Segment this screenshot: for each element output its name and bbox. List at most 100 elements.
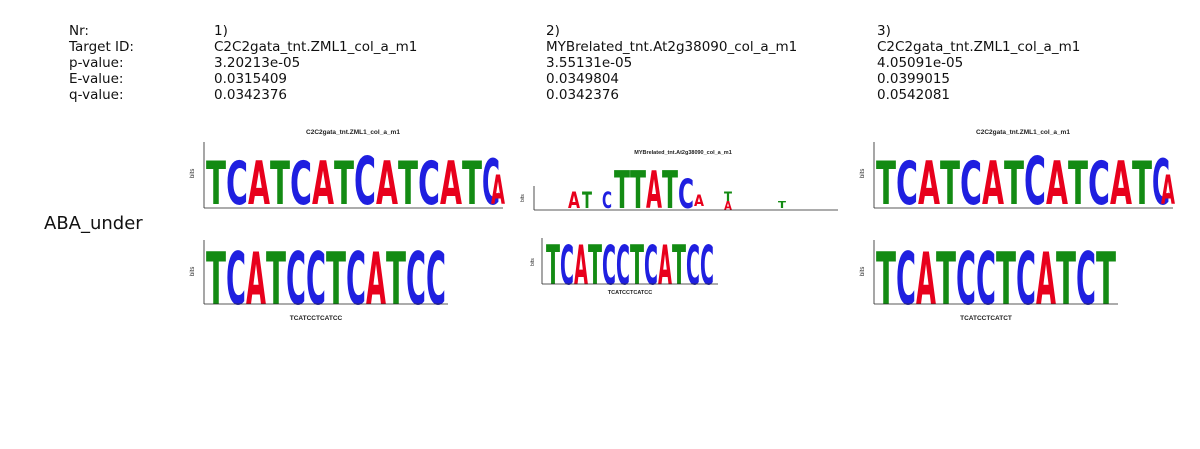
p-value-label: p-value: bbox=[69, 55, 134, 71]
svg-text:A: A bbox=[1161, 168, 1175, 214]
svg-text:T: T bbox=[996, 237, 1016, 321]
logo-letters: T C A T C C T C A T C T bbox=[876, 237, 1116, 321]
svg-text:A: A bbox=[1046, 149, 1068, 219]
svg-text:C: C bbox=[956, 237, 976, 321]
axis-label: bits bbox=[530, 258, 536, 266]
svg-text:C: C bbox=[1024, 143, 1046, 220]
svg-text:A: A bbox=[658, 234, 672, 297]
axis-label: bits bbox=[520, 194, 526, 202]
svg-text:T: T bbox=[936, 237, 956, 321]
svg-text:C: C bbox=[896, 237, 916, 321]
svg-text:C: C bbox=[226, 237, 246, 321]
target-id-label: Target ID: bbox=[69, 39, 134, 55]
match-target-id: MYBrelated_tnt.At2g38090_col_a_m1 bbox=[546, 39, 797, 55]
svg-text:T: T bbox=[630, 234, 644, 297]
svg-text:C: C bbox=[286, 237, 306, 321]
logo-title: C2C2gata_tnt.ZML1_col_a_m1 bbox=[306, 129, 400, 136]
match-e-value: 0.0315409 bbox=[214, 71, 417, 87]
logo-letters: T C A T C C T C A T C C bbox=[546, 234, 714, 297]
svg-text:T: T bbox=[1068, 149, 1088, 219]
svg-text:T: T bbox=[206, 149, 226, 219]
svg-text:A: A bbox=[246, 237, 266, 321]
logo-title: MYBrelated_tnt.At2g38090_col_a_m1 bbox=[634, 150, 732, 156]
svg-text:T: T bbox=[1096, 237, 1116, 321]
svg-text:T: T bbox=[876, 237, 896, 321]
match-nr: 1) bbox=[214, 23, 417, 39]
svg-text:C: C bbox=[290, 149, 312, 219]
match-p-value: 3.55131e-05 bbox=[546, 55, 797, 71]
svg-text:T: T bbox=[588, 234, 602, 297]
svg-text:A: A bbox=[574, 234, 588, 297]
logo-3-bottom: T C A T C C T C A T C T bits TCATCCTCATC… bbox=[868, 236, 1188, 326]
svg-text:A: A bbox=[982, 149, 1004, 219]
q-value-label: q-value: bbox=[69, 87, 134, 103]
svg-text:A: A bbox=[366, 237, 386, 321]
svg-text:C: C bbox=[1076, 237, 1096, 321]
logo-title: TCATCCTCATCT bbox=[960, 315, 1012, 322]
match-e-value: 0.0399015 bbox=[877, 71, 1080, 87]
svg-text:C: C bbox=[560, 234, 574, 297]
svg-text:A: A bbox=[694, 191, 704, 210]
svg-text:A: A bbox=[1110, 149, 1132, 219]
svg-text:T: T bbox=[398, 149, 418, 219]
svg-text:C: C bbox=[1088, 149, 1110, 219]
logo-letters: T C A T C C T C A T C C bbox=[206, 237, 446, 321]
svg-text:C: C bbox=[644, 234, 658, 297]
svg-text:C: C bbox=[678, 172, 694, 218]
svg-text:T: T bbox=[1132, 149, 1152, 219]
logo-2-bottom: T C A T C C T C A T C C bits TCATCCTCATC… bbox=[528, 234, 848, 298]
svg-text:T: T bbox=[326, 237, 346, 321]
svg-text:A: A bbox=[918, 149, 940, 219]
svg-text:A: A bbox=[916, 237, 936, 321]
logo-title: TCATCCTCATCC bbox=[608, 290, 652, 296]
svg-text:C: C bbox=[1016, 237, 1036, 321]
svg-text:T: T bbox=[778, 200, 786, 211]
match-q-value: 0.0342376 bbox=[546, 87, 797, 103]
svg-text:T: T bbox=[462, 149, 482, 219]
svg-text:C: C bbox=[700, 234, 714, 297]
svg-text:T: T bbox=[1004, 149, 1024, 219]
svg-text:C: C bbox=[406, 237, 426, 321]
svg-text:A: A bbox=[1036, 237, 1056, 321]
svg-text:T: T bbox=[630, 161, 646, 221]
svg-text:C: C bbox=[426, 237, 446, 321]
svg-text:A: A bbox=[646, 161, 662, 221]
match-q-value: 0.0342376 bbox=[214, 87, 417, 103]
svg-text:T: T bbox=[876, 149, 896, 219]
svg-text:C: C bbox=[602, 234, 616, 297]
match-column-3: 3) C2C2gata_tnt.ZML1_col_a_m1 4.05091e-0… bbox=[877, 23, 1080, 103]
match-target-id: C2C2gata_tnt.ZML1_col_a_m1 bbox=[877, 39, 1080, 55]
svg-text:C: C bbox=[896, 149, 918, 219]
svg-text:A: A bbox=[248, 149, 270, 219]
svg-text:C: C bbox=[418, 149, 440, 219]
svg-text:A: A bbox=[440, 149, 462, 219]
axis-label: bits bbox=[860, 169, 866, 178]
svg-text:A: A bbox=[491, 168, 505, 214]
match-q-value: 0.0542081 bbox=[877, 87, 1080, 103]
axis-label: bits bbox=[860, 267, 866, 276]
logo-letters: T C A T C A T C A T C A T C A bbox=[876, 143, 1175, 220]
match-p-value: 3.20213e-05 bbox=[214, 55, 417, 71]
axis-label: bits bbox=[190, 267, 196, 276]
logo-3-top: C2C2gata_tnt.ZML1_col_a_m1 T C A T C A T… bbox=[868, 126, 1178, 218]
svg-text:T: T bbox=[662, 161, 678, 221]
e-value-label: E-value: bbox=[69, 71, 134, 87]
logo-letters: A T C T T A T C A T A T bbox=[568, 161, 786, 221]
logo-1-bottom: T C A T C C T C A T C C bits TCATCCTCATC… bbox=[198, 236, 518, 326]
match-nr: 3) bbox=[877, 23, 1080, 39]
svg-text:C: C bbox=[976, 237, 996, 321]
svg-text:C: C bbox=[226, 149, 248, 219]
logo-title: C2C2gata_tnt.ZML1_col_a_m1 bbox=[976, 129, 1070, 136]
axis-label: bits bbox=[190, 169, 196, 178]
svg-text:C: C bbox=[306, 237, 326, 321]
svg-text:T: T bbox=[270, 149, 290, 219]
svg-text:T: T bbox=[940, 149, 960, 219]
match-column-1: 1) C2C2gata_tnt.ZML1_col_a_m1 3.20213e-0… bbox=[214, 23, 417, 103]
row-label: ABA_under bbox=[44, 213, 143, 234]
svg-text:C: C bbox=[346, 237, 366, 321]
svg-text:C: C bbox=[960, 149, 982, 219]
match-e-value: 0.0349804 bbox=[546, 71, 797, 87]
svg-text:A: A bbox=[312, 149, 334, 219]
match-nr: 2) bbox=[546, 23, 797, 39]
logo-2-top: MYBrelated_tnt.At2g38090_col_a_m1 A T C … bbox=[528, 146, 848, 218]
